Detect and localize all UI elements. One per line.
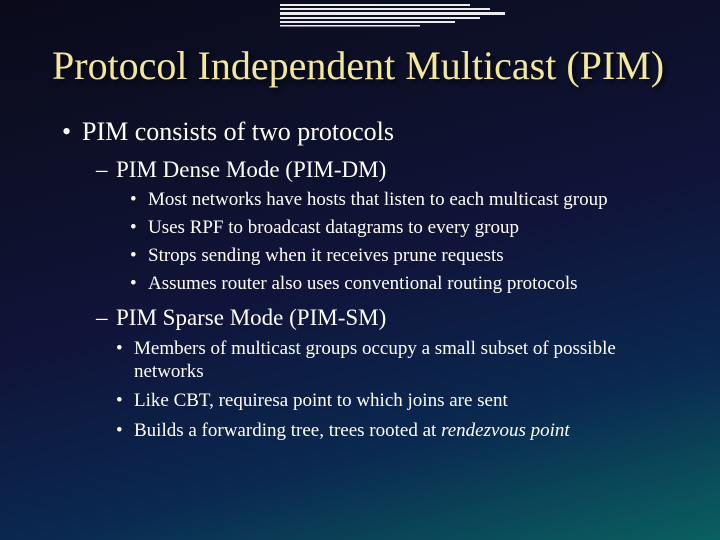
dash-glyph: – — [96, 305, 116, 331]
dash-glyph: – — [96, 157, 116, 183]
bullet-level-3: • Assumes router also uses conventional r… — [62, 273, 680, 295]
sm-item-0b: networks — [134, 361, 204, 382]
sm-heading: PIM Sparse Mode (PIM-SM) — [116, 305, 386, 330]
dm-heading: PIM Dense Mode (PIM-DM) — [116, 157, 386, 182]
bullet-level-3: • Strops sending when it receives prune r… — [62, 245, 680, 267]
title-block: Protocol Independent Multicast (PIM) — [0, 0, 720, 99]
dot-glyph: • — [116, 389, 123, 413]
sm-item-2b-italic: rendezvous point — [441, 420, 570, 441]
bullet-level-3: • Most networks have hosts that listen to… — [62, 189, 680, 211]
sm-item-2a: Builds a forwarding tree, trees rooted a… — [134, 420, 441, 441]
bullet-glyph: • — [62, 117, 82, 147]
dm-item-1: Uses RPF to broadcast datagrams to every… — [148, 217, 519, 238]
dot-glyph: • — [130, 245, 137, 267]
bullet-level-3: • Uses RPF to broadcast datagrams to ever… — [62, 217, 680, 239]
bullet-level-1: •PIM consists of two protocols — [62, 117, 680, 147]
bullet-level-2-sm: –PIM Sparse Mode (PIM-SM) — [62, 305, 680, 331]
dm-item-3: Assumes router also uses conventional ro… — [148, 273, 578, 294]
dot-glyph: • — [116, 419, 123, 443]
dot-glyph: • — [130, 217, 137, 239]
slide-title: Protocol Independent Multicast (PIM) — [52, 44, 680, 89]
bullet-level-3: • Members of multicast groups occupy a sm… — [62, 337, 680, 361]
dot-glyph: • — [130, 189, 137, 211]
dot-glyph: • — [116, 337, 123, 361]
dot-glyph: • — [130, 273, 137, 295]
bullet-level-3-cont: networks — [62, 361, 680, 383]
bullet-level-2-dm: –PIM Dense Mode (PIM-DM) — [62, 157, 680, 183]
bullet-level-3: • Builds a forwarding tree, trees rooted … — [62, 419, 680, 443]
slide-body: •PIM consists of two protocols –PIM Dens… — [0, 99, 720, 444]
sm-item-1: Like CBT, requiresa point to which joins… — [134, 390, 508, 411]
bullet-level-3: • Like CBT, requiresa point to which join… — [62, 389, 680, 413]
level1-text: PIM consists of two protocols — [82, 117, 394, 146]
sm-item-0a: Members of multicast groups occupy a sma… — [134, 338, 616, 359]
dm-item-2: Strops sending when it receives prune re… — [148, 245, 504, 266]
dm-item-0: Most networks have hosts that listen to … — [148, 189, 608, 210]
